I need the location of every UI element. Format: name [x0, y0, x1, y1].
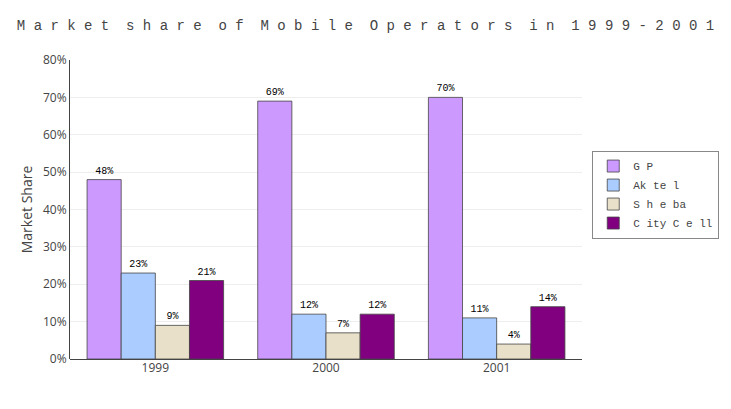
svg-text:9%: 9% — [166, 311, 178, 322]
svg-text:G P: G P — [633, 161, 653, 173]
svg-text:0%: 0% — [50, 350, 67, 367]
svg-text:20%: 20% — [43, 275, 67, 292]
svg-text:80%: 80% — [43, 51, 67, 68]
svg-text:1999: 1999 — [142, 359, 170, 376]
svg-text:69%: 69% — [266, 87, 284, 98]
svg-text:70%: 70% — [436, 83, 454, 94]
svg-text:2001: 2001 — [483, 359, 510, 376]
svg-text:14%: 14% — [539, 293, 557, 304]
svg-text:23%: 23% — [129, 259, 147, 270]
svg-text:10%: 10% — [43, 313, 67, 330]
svg-text:70%: 70% — [43, 89, 67, 106]
svg-text:21%: 21% — [198, 267, 216, 278]
svg-text:4%: 4% — [508, 330, 520, 341]
svg-text:7%: 7% — [337, 319, 349, 330]
svg-text:11%: 11% — [471, 304, 489, 315]
svg-text:30%: 30% — [43, 238, 67, 255]
svg-text:12%: 12% — [368, 300, 386, 311]
svg-text:12%: 12% — [300, 300, 318, 311]
svg-text:S h e ba: S h e ba — [633, 199, 686, 211]
svg-text:40%: 40% — [43, 201, 67, 218]
svg-text:Market Share: Market Share — [17, 166, 36, 254]
svg-text:Ak te l: Ak te l — [633, 180, 679, 192]
svg-text:M a r k e t s h a r e o f M: M a r k e t s h a r e o f M o b i l e O … — [17, 18, 714, 34]
svg-text:60%: 60% — [43, 126, 67, 143]
svg-text:C ity C e ll: C ity C e ll — [633, 218, 712, 230]
svg-text:48%: 48% — [95, 166, 113, 177]
svg-text:2000: 2000 — [312, 359, 340, 376]
svg-text:50%: 50% — [43, 163, 67, 180]
